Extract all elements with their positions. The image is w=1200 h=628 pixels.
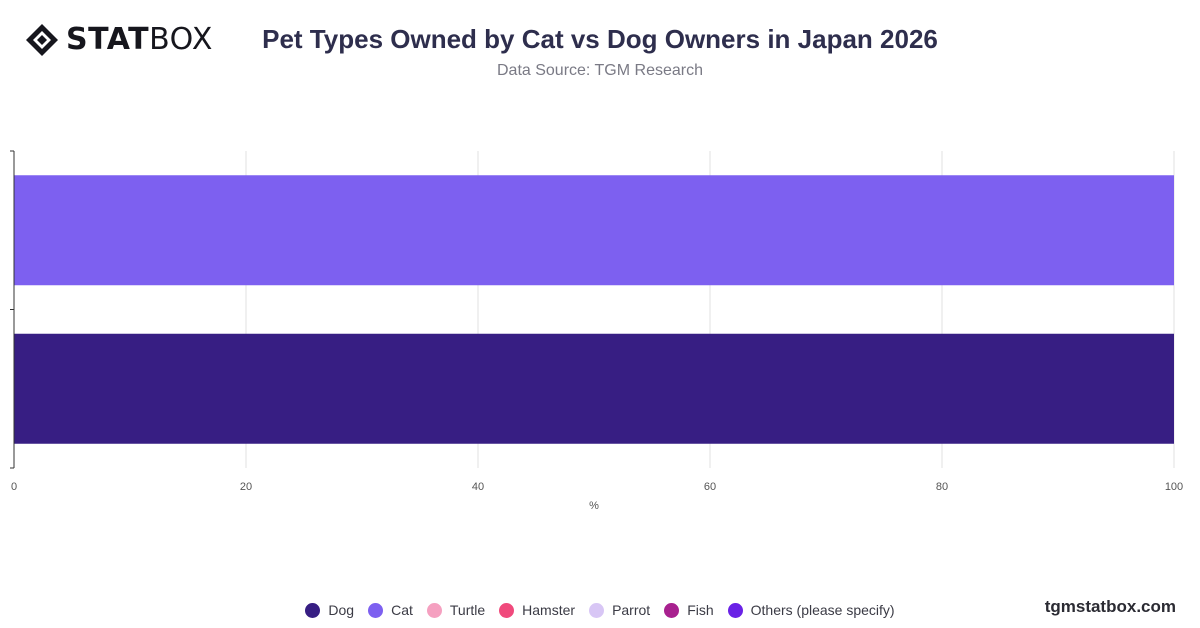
chart-subtitle: Data Source: TGM Research <box>496 62 703 79</box>
x-tick-label: 80 <box>936 481 948 493</box>
x-tick-label: 40 <box>472 481 484 493</box>
legend-swatch <box>368 602 384 618</box>
x-tick-label: 60 <box>704 481 716 493</box>
statbox-diamond-icon <box>26 24 58 56</box>
legend-label: Fish <box>687 602 714 618</box>
bar-dog-dog <box>14 333 1174 444</box>
legend-label: Turtle <box>449 602 486 618</box>
chart-legend: Dog Cat Turtle Hamster Parrot Fish Others (ple… <box>0 602 1200 618</box>
legend-label: Others (please specify) <box>750 602 895 618</box>
watermark: tgmstatbox.com <box>1044 597 1176 616</box>
legend-item-turtle[interactable]: Turtle <box>426 602 486 618</box>
legend-swatch <box>589 602 605 618</box>
legend-item-fish[interactable]: Fish <box>664 602 714 618</box>
x-tick-label: 100 <box>1165 481 1183 493</box>
x-tick-label: 20 <box>240 481 252 493</box>
legend-item-parrot[interactable]: Parrot <box>589 602 650 618</box>
logo-wordmark-bold: STAT <box>66 22 150 57</box>
legend-label: Parrot <box>612 602 651 618</box>
legend-label: Dog <box>328 602 355 618</box>
legend-swatch <box>305 602 321 618</box>
logo-wordmark: STATBOX <box>66 22 213 58</box>
legend-label: Hamster <box>522 602 576 618</box>
logo-wordmark-light: BOX <box>149 22 213 57</box>
bar-cat-cat <box>14 175 1174 286</box>
legend-item-dog[interactable]: Dog <box>305 602 354 618</box>
legend-swatch <box>426 602 442 618</box>
statbox-logo: STATBOX <box>24 22 213 58</box>
legend-label: Cat <box>391 602 413 618</box>
legend-swatch <box>499 602 515 618</box>
legend-item-hamster[interactable]: Hamster <box>499 602 575 618</box>
legend-swatch <box>727 602 743 618</box>
chart-title: Pet Types Owned by Cat vs Dog Owners in … <box>262 24 938 54</box>
legend-swatch <box>664 602 680 618</box>
legend-item-others-please-specify[interactable]: Others (please specify) <box>727 602 895 618</box>
x-axis-label: % <box>589 500 599 512</box>
legend-item-cat[interactable]: Cat <box>368 602 413 618</box>
x-tick-label: 0 <box>11 481 17 493</box>
